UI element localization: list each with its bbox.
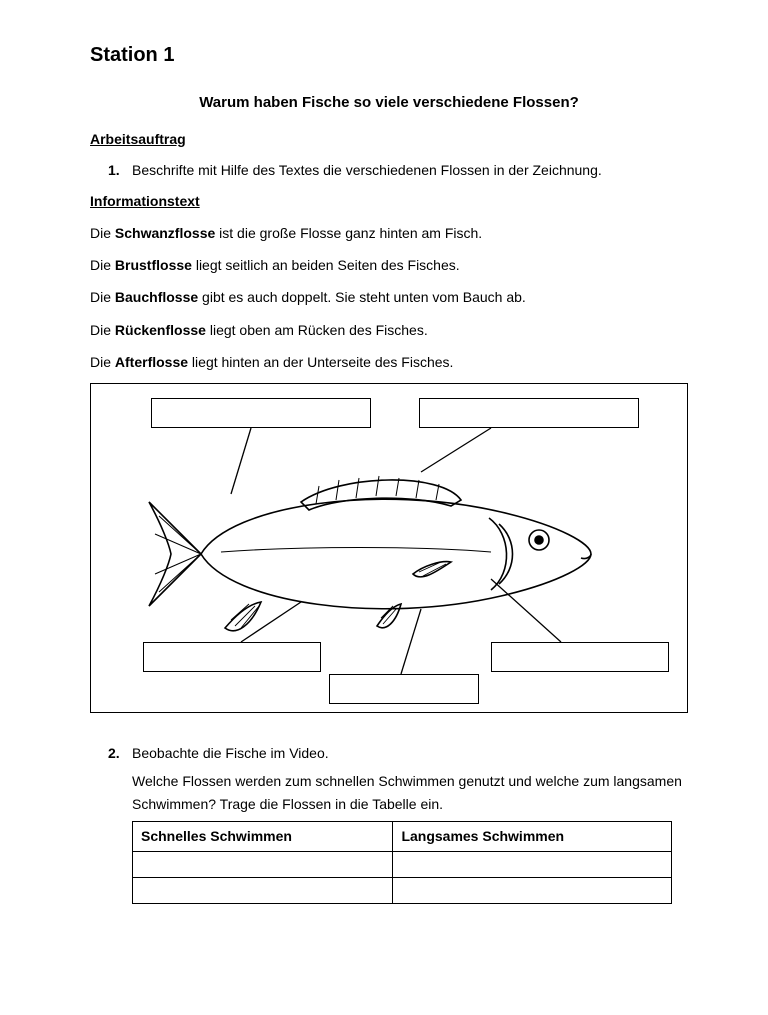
info-line: Die Rückenflosse liegt oben am Rücken de… (90, 319, 688, 341)
table-cell[interactable] (133, 878, 393, 904)
info-post: ist die große Flosse ganz hinten am Fisc… (215, 225, 482, 241)
info-pre: Die (90, 322, 115, 338)
table-header-slow: Langsames Schwimmen (393, 822, 672, 852)
table-cell[interactable] (393, 852, 672, 878)
fin-name: Rückenflosse (115, 322, 206, 338)
info-line: Die Afterflosse liegt hinten an der Unte… (90, 351, 688, 373)
swim-table: Schnelles Schwimmen Langsames Schwimmen (132, 821, 672, 904)
info-line: Die Brustflosse liegt seitlich an beiden… (90, 254, 688, 276)
fin-name: Bauchflosse (115, 289, 198, 305)
info-post: liegt hinten an der Unterseite des Fisch… (188, 354, 453, 370)
task-2: 2. Beobachte die Fische im Video. Welche… (90, 743, 688, 904)
heading-info: Informationstext (90, 191, 688, 212)
fin-label-box[interactable] (143, 642, 321, 672)
info-line: Die Schwanzflosse ist die große Flosse g… (90, 222, 688, 244)
task-2-line2: Welche Flossen werden zum schnellen Schw… (132, 770, 688, 815)
station-title: Station 1 (90, 40, 688, 70)
table-row (133, 852, 672, 878)
task-2-number: 2. (108, 743, 124, 764)
info-post: liegt oben am Rücken des Fisches. (206, 322, 428, 338)
fin-label-box[interactable] (419, 398, 639, 428)
info-post: liegt seitlich an beiden Seiten des Fisc… (192, 257, 460, 273)
task-1-number: 1. (108, 160, 124, 181)
table-row (133, 878, 672, 904)
info-pre: Die (90, 354, 115, 370)
fin-label-box[interactable] (151, 398, 371, 428)
task-2-line1: Beobachte die Fische im Video. (132, 743, 688, 764)
fin-name: Schwanzflosse (115, 225, 215, 241)
info-text-block: Die Schwanzflosse ist die große Flosse g… (90, 222, 688, 374)
table-cell[interactable] (393, 878, 672, 904)
table-header-fast: Schnelles Schwimmen (133, 822, 393, 852)
info-post: gibt es auch doppelt. Sie steht unten vo… (198, 289, 526, 305)
fin-name: Brustflosse (115, 257, 192, 273)
table-cell[interactable] (133, 852, 393, 878)
heading-task: Arbeitsauftrag (90, 129, 688, 150)
info-line: Die Bauchflosse gibt es auch doppelt. Si… (90, 286, 688, 308)
task-1: 1. Beschrifte mit Hilfe des Textes die v… (90, 160, 688, 181)
fin-label-box[interactable] (491, 642, 669, 672)
info-pre: Die (90, 289, 115, 305)
fin-label-box[interactable] (329, 674, 479, 704)
task-1-text: Beschrifte mit Hilfe des Textes die vers… (132, 160, 688, 181)
fish-diagram (90, 383, 688, 713)
main-question: Warum haben Fische so viele verschiedene… (90, 92, 688, 115)
info-pre: Die (90, 257, 115, 273)
info-pre: Die (90, 225, 115, 241)
fin-name: Afterflosse (115, 354, 188, 370)
